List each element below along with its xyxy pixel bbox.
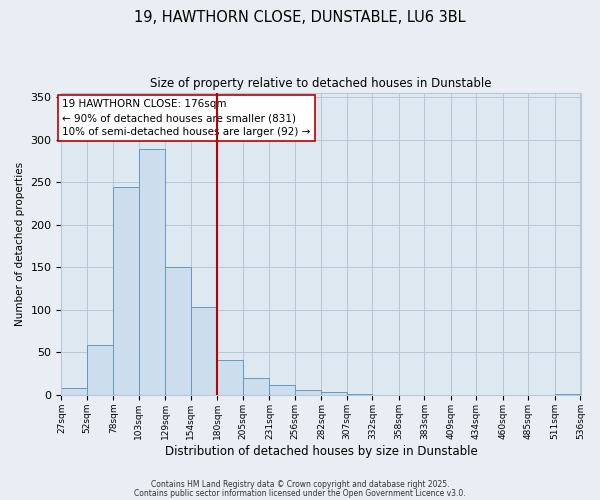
Title: Size of property relative to detached houses in Dunstable: Size of property relative to detached ho… [150, 78, 492, 90]
Bar [555, 394, 580, 395]
Bar [347, 394, 373, 395]
Text: 19, HAWTHORN CLOSE, DUNSTABLE, LU6 3BL: 19, HAWTHORN CLOSE, DUNSTABLE, LU6 3BL [134, 10, 466, 25]
Bar [269, 384, 295, 395]
Bar [113, 186, 139, 395]
Text: Contains public sector information licensed under the Open Government Licence v3: Contains public sector information licen… [134, 489, 466, 498]
Bar [166, 268, 191, 395]
Bar [217, 360, 243, 395]
Bar [87, 345, 113, 395]
Bar [191, 308, 217, 395]
Bar [139, 149, 166, 395]
Bar [61, 388, 87, 395]
Text: 19 HAWTHORN CLOSE: 176sqm
← 90% of detached houses are smaller (831)
10% of semi: 19 HAWTHORN CLOSE: 176sqm ← 90% of detac… [62, 99, 311, 137]
X-axis label: Distribution of detached houses by size in Dunstable: Distribution of detached houses by size … [164, 444, 478, 458]
Bar [322, 392, 347, 395]
Y-axis label: Number of detached properties: Number of detached properties [15, 162, 25, 326]
Bar [295, 390, 322, 395]
Bar [243, 378, 269, 395]
Text: Contains HM Land Registry data © Crown copyright and database right 2025.: Contains HM Land Registry data © Crown c… [151, 480, 449, 489]
